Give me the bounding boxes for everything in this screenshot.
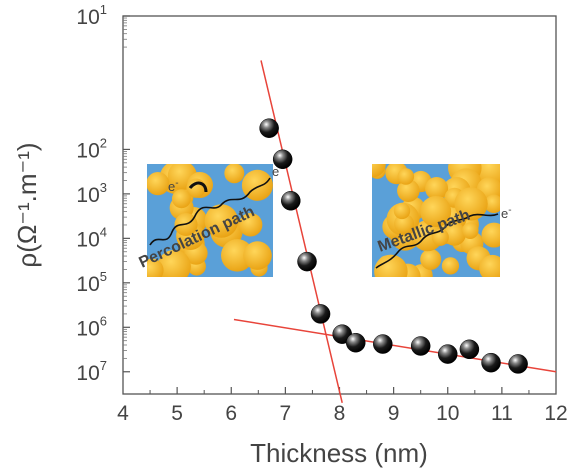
particle — [374, 254, 408, 277]
particle — [420, 248, 442, 270]
particle — [397, 168, 415, 185]
x-axis-ticks: 4 5 6 7 8 9 10 11 12 — [117, 387, 568, 425]
data-point — [281, 191, 301, 211]
particle — [224, 164, 245, 184]
x-tick-label: 6 — [225, 402, 237, 425]
particle — [461, 222, 479, 239]
particle — [147, 172, 170, 196]
data-point — [410, 336, 431, 356]
percolation-path-inset: e- e- Percolation path — [137, 163, 283, 277]
data-point — [310, 304, 331, 324]
y-tick-label: 105 — [76, 269, 107, 296]
data-point — [481, 352, 501, 373]
particle — [454, 187, 488, 221]
y-tick-label: 104 — [76, 224, 107, 251]
x-tick-label: 10 — [436, 402, 459, 425]
particle — [441, 257, 460, 275]
particle — [147, 258, 164, 277]
data-point — [373, 334, 393, 354]
particle — [484, 194, 500, 214]
data-points — [259, 118, 528, 374]
particle — [372, 164, 386, 178]
particle — [420, 196, 452, 228]
y-axis-title: ρ(Ω⁻¹.m⁻¹) — [12, 142, 42, 267]
x-tick-label: 8 — [334, 402, 346, 425]
data-point — [345, 332, 366, 353]
particle — [425, 176, 449, 200]
y-tick-label: 101 — [76, 2, 107, 29]
x-tick-label: 7 — [280, 402, 292, 425]
particle — [479, 254, 500, 277]
x-tick-label: 5 — [171, 402, 183, 425]
y-tick-label: 103 — [76, 180, 107, 207]
y-axis-ticks: 101 102 103 104 105 106 107 — [76, 2, 130, 385]
particle — [481, 222, 500, 248]
particle — [204, 204, 239, 238]
y-tick-label: 107 — [76, 358, 107, 385]
y-tick-label: 106 — [76, 313, 107, 340]
particle — [442, 222, 466, 246]
particle — [397, 179, 420, 202]
particle — [171, 189, 191, 209]
particle — [157, 249, 191, 277]
particle — [394, 213, 415, 234]
metallic-path-inset: e- Metallic path — [372, 164, 512, 277]
x-axis-title: Thickness (nm) — [250, 438, 428, 468]
data-point — [297, 251, 317, 272]
fit-lines — [233, 60, 557, 404]
particle — [243, 241, 272, 270]
x-tick-label: 9 — [388, 402, 400, 425]
fit-line — [260, 60, 343, 404]
y-tick-label: 102 — [76, 135, 107, 162]
fit-line — [233, 318, 557, 373]
data-point — [259, 118, 279, 138]
x-tick-label: 11 — [491, 402, 513, 425]
data-point — [508, 354, 528, 374]
x-tick-label: 12 — [544, 402, 567, 425]
percolation-electron-label: e- — [168, 178, 179, 194]
particle — [393, 202, 411, 220]
data-point — [272, 149, 293, 170]
data-point — [459, 339, 480, 360]
x-tick-label: 4 — [117, 402, 129, 425]
particle — [238, 212, 263, 237]
metallic-electron-label: e- — [501, 205, 512, 221]
particle — [221, 239, 254, 272]
data-point — [438, 344, 458, 364]
